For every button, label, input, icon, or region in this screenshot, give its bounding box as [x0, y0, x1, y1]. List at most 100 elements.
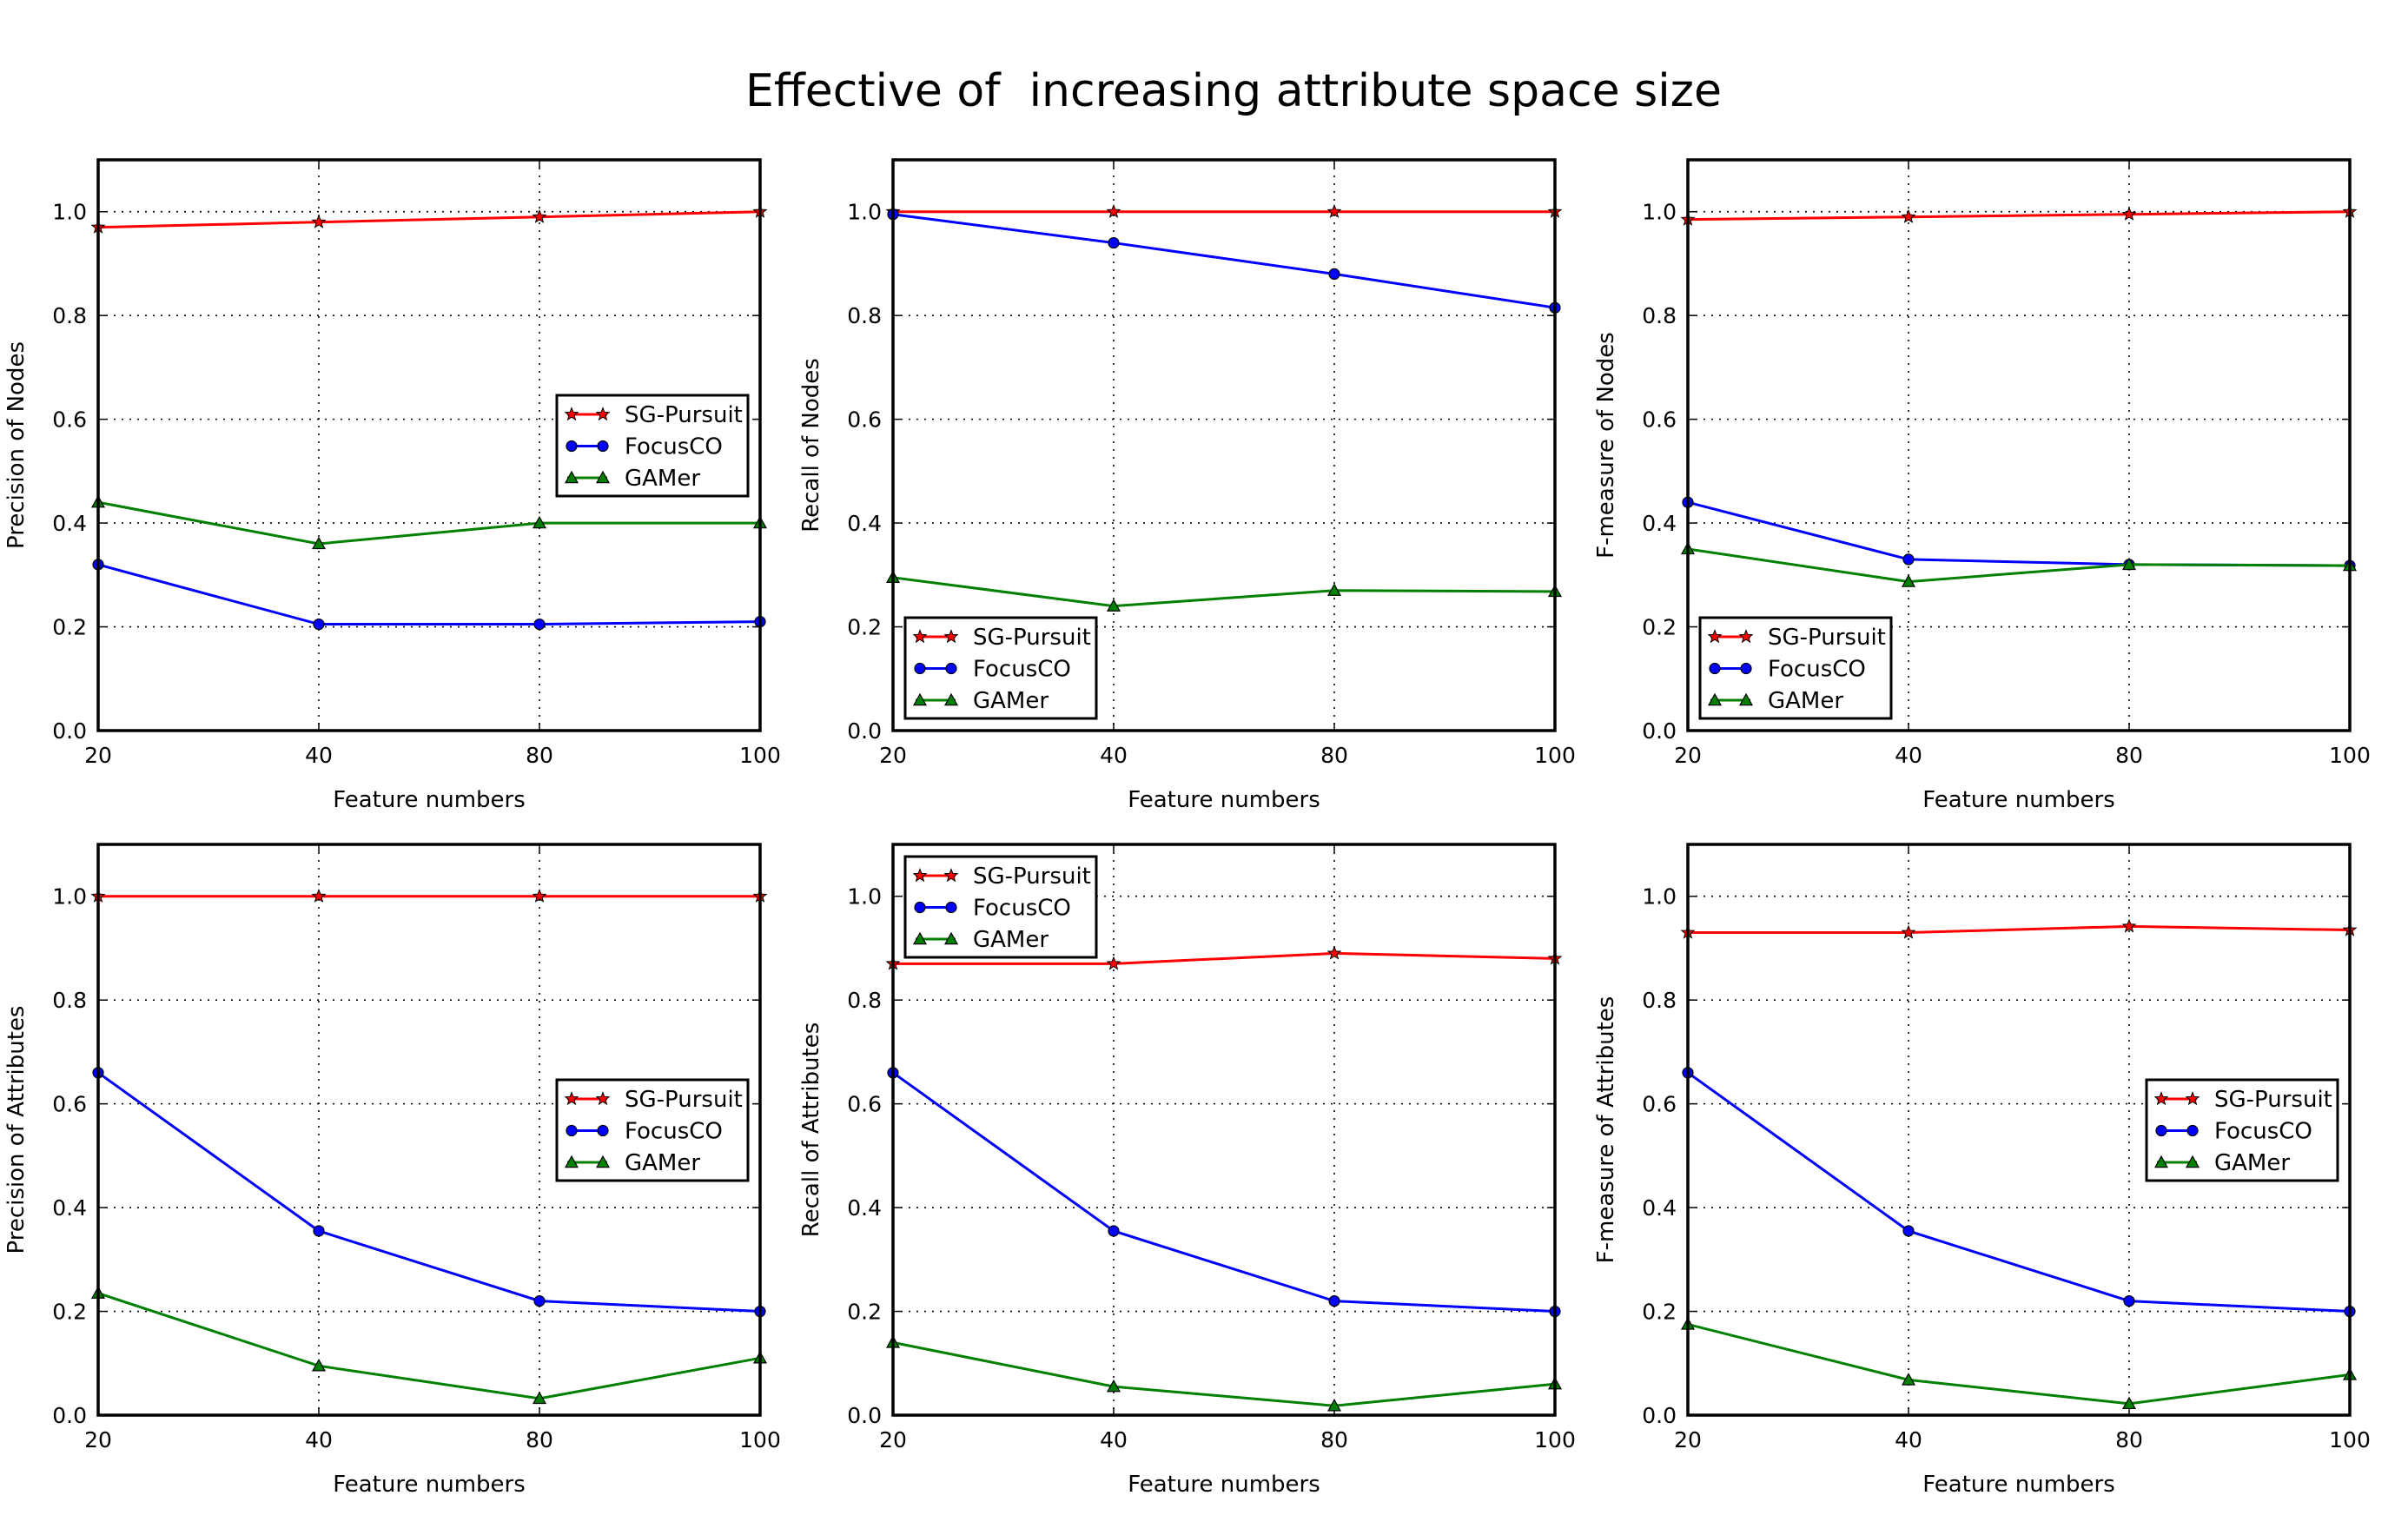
data-point — [1901, 574, 1916, 587]
legend-label-gamer: GAMer — [973, 927, 1049, 953]
axes-frame — [1686, 843, 2352, 1417]
legend-marker — [914, 662, 926, 675]
legend-label-gamer: GAMer — [1768, 688, 1843, 714]
axes-frame — [96, 158, 762, 732]
data-point — [2121, 557, 2137, 571]
data-point — [311, 1359, 327, 1372]
data-point — [2121, 206, 2137, 221]
legend-label-sg-pursuit: SG-Pursuit — [973, 864, 1091, 890]
x-tick-label: 40 — [1895, 743, 1922, 768]
x-tick-label: 100 — [1534, 743, 1576, 768]
legend-marker — [595, 470, 611, 484]
y-tick-label: 0.0 — [847, 718, 882, 744]
subplot-precision-of-attributes: 0.0 0.2 0.4 0.6 0.8 1.0 20 40 80 100 Feature numbe… — [3, 843, 781, 1498]
data-point — [1326, 945, 1342, 960]
ticks: 0.0 0.2 0.4 0.6 0.8 1.0 20 40 80 100 — [847, 844, 1576, 1453]
data-point — [1108, 1225, 1120, 1237]
axes-frame — [891, 158, 1557, 732]
data-point — [1106, 1379, 1121, 1393]
data-point — [313, 1225, 325, 1237]
ticks: 0.0 0.2 0.4 0.6 0.8 1.0 20 40 80 100 — [52, 160, 781, 768]
legend: SG-Pursuit FocusCO GAMer — [555, 1078, 750, 1182]
y-tick-label: 0.8 — [1642, 988, 1677, 1013]
x-tick-label: 80 — [2115, 743, 2143, 768]
data-point — [1326, 1399, 1342, 1412]
legend-label-focusco: FocusCO — [625, 1119, 723, 1145]
legend-label-gamer: GAMer — [625, 466, 700, 492]
axes-frame — [891, 843, 1557, 1417]
x-tick-label: 20 — [1674, 743, 1702, 768]
x-tick-label: 100 — [739, 743, 781, 768]
legend-marker — [1709, 662, 1721, 675]
series-focusco — [92, 1067, 766, 1318]
subplot-f-measure-of-attributes: 0.0 0.2 0.4 0.6 0.8 1.0 20 40 80 100 Feature numbe… — [1593, 843, 2371, 1498]
data-point — [1902, 553, 1915, 566]
y-axis-label: Precision of Attributes — [3, 1006, 30, 1254]
x-axis-label: Feature numbers — [1922, 787, 2115, 813]
ticks: 0.0 0.2 0.4 0.6 0.8 1.0 20 40 80 100 — [847, 160, 1576, 768]
data-point — [2121, 918, 2137, 933]
legend-label-focusco: FocusCO — [973, 657, 1071, 683]
y-tick-label: 0.0 — [1642, 1403, 1677, 1428]
y-tick-label: 0.4 — [847, 511, 882, 536]
y-tick-label: 0.6 — [1642, 407, 1677, 433]
y-axis-label: Recall of Nodes — [798, 358, 824, 533]
x-tick-label: 40 — [1100, 1427, 1128, 1453]
y-tick-label: 0.4 — [52, 511, 87, 536]
data-point — [1328, 268, 1340, 280]
legend-marker — [2185, 1155, 2200, 1168]
legend-marker — [1707, 629, 1723, 644]
data-point — [1901, 208, 1916, 223]
legend-label-gamer: GAMer — [973, 688, 1049, 714]
data-point — [1901, 924, 1916, 939]
data-point — [1326, 203, 1342, 218]
y-tick-label: 0.2 — [1642, 1300, 1677, 1325]
legend-marker — [945, 662, 957, 675]
series-line-focusco — [97, 563, 761, 626]
y-tick-label: 0.6 — [847, 1092, 882, 1117]
y-tick-label: 0.8 — [847, 303, 882, 328]
y-tick-label: 0.6 — [847, 407, 882, 433]
legend-marker — [597, 440, 609, 453]
legend-marker — [2185, 1091, 2200, 1106]
legend-label-focusco: FocusCO — [625, 434, 723, 460]
x-axis-label: Feature numbers — [1922, 1472, 2115, 1498]
legend: SG-Pursuit FocusCO GAMer — [2145, 1078, 2339, 1182]
data-point — [533, 618, 546, 631]
x-tick-label: 100 — [2329, 1427, 2371, 1453]
x-tick-label: 20 — [84, 743, 112, 768]
y-tick-label: 0.0 — [847, 1403, 882, 1428]
legend-marker — [912, 692, 928, 706]
legend-label-sg-pursuit: SG-Pursuit — [625, 1087, 743, 1113]
series-line-gamer — [1687, 547, 2351, 584]
x-axis-label: Feature numbers — [1128, 1472, 1320, 1498]
x-tick-label: 100 — [739, 1427, 781, 1453]
legend-marker — [945, 901, 957, 914]
legend-marker — [2153, 1155, 2169, 1168]
x-tick-label: 20 — [879, 1427, 907, 1453]
series-line-gamer — [892, 576, 1556, 608]
y-tick-label: 0.2 — [847, 615, 882, 640]
y-tick-label: 0.0 — [52, 1403, 87, 1428]
x-tick-label: 40 — [305, 743, 333, 768]
y-axis-label: Precision of Nodes — [3, 341, 30, 549]
legend-marker — [2153, 1091, 2169, 1106]
y-axis-label: F-measure of Nodes — [1593, 332, 1619, 559]
x-axis-label: Feature numbers — [1128, 787, 1320, 813]
x-axis-label: Feature numbers — [333, 787, 526, 813]
y-axis-label: F-measure of Attributes — [1593, 996, 1619, 1264]
data-point — [311, 214, 327, 228]
y-tick-label: 1.0 — [1642, 200, 1677, 225]
legend-marker — [1738, 629, 1754, 644]
legend-label-gamer: GAMer — [2214, 1150, 2290, 1176]
x-tick-label: 40 — [305, 1427, 333, 1453]
data-point — [1326, 583, 1342, 596]
legend-marker — [595, 1091, 611, 1106]
data-point — [532, 1391, 547, 1405]
axes-frame — [96, 843, 762, 1417]
y-tick-label: 0.6 — [52, 407, 87, 433]
data-point — [2123, 1294, 2135, 1307]
data-point — [311, 536, 327, 550]
series-line-gamer — [892, 1340, 1556, 1407]
